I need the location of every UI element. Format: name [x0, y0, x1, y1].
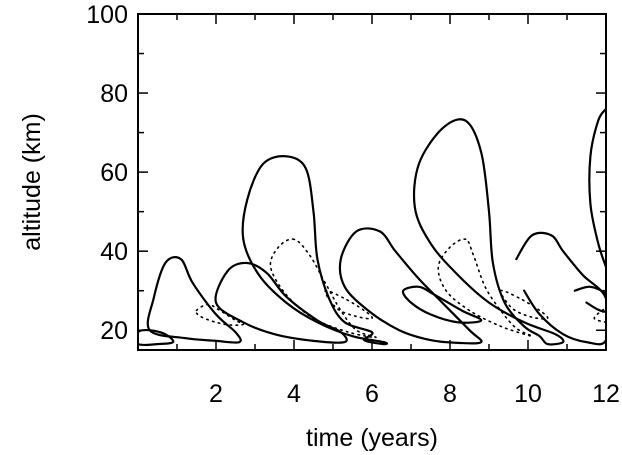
- contour-lines: [138, 107, 606, 347]
- x-axis-label: time (years): [306, 424, 438, 452]
- contour-c6-dotted-inner: [499, 289, 549, 320]
- contour-c6-solid: [412, 118, 565, 346]
- y-tick-label: 20: [100, 317, 128, 345]
- contour-c5-solid: [338, 227, 483, 345]
- x-tick-label: 10: [514, 380, 542, 408]
- plot-frame: [137, 13, 607, 351]
- contour-c3-solid: [214, 261, 348, 344]
- y-tick-label: 100: [86, 1, 128, 29]
- contour-c5-inner-solid: [401, 285, 483, 324]
- y-axis-label: altitude (km): [18, 113, 46, 251]
- contour-c4-dotted-inner: [324, 289, 374, 320]
- contour-c1-solid-small: [138, 328, 175, 347]
- axis-ticks: [137, 13, 607, 350]
- contour-c4-dotted-outer: [269, 238, 377, 339]
- x-tick-label: 6: [365, 380, 379, 408]
- contour-c2-dotted: [195, 303, 245, 327]
- contour-c8-solid-partial: [588, 107, 606, 269]
- tick-labels: 2 4 6 8 10 12 20 40 60 80 100: [86, 1, 620, 408]
- contour-c6-dotted-outer: [437, 238, 533, 337]
- contour-c7-solid: [515, 231, 606, 346]
- x-tick-label: 2: [209, 380, 223, 408]
- y-tick-label: 40: [100, 238, 128, 266]
- x-tick-label: 4: [287, 380, 301, 408]
- y-tick-label: 60: [100, 159, 128, 187]
- contour-c7-inner-solid: [573, 285, 606, 313]
- x-tick-label: 12: [592, 380, 620, 408]
- contour-c4-solid: [241, 155, 388, 346]
- x-tick-label: 8: [443, 380, 457, 408]
- contour-c2-solid: [146, 256, 242, 344]
- y-tick-label: 80: [100, 80, 128, 108]
- contour-c8-dotted-partial: [593, 307, 606, 324]
